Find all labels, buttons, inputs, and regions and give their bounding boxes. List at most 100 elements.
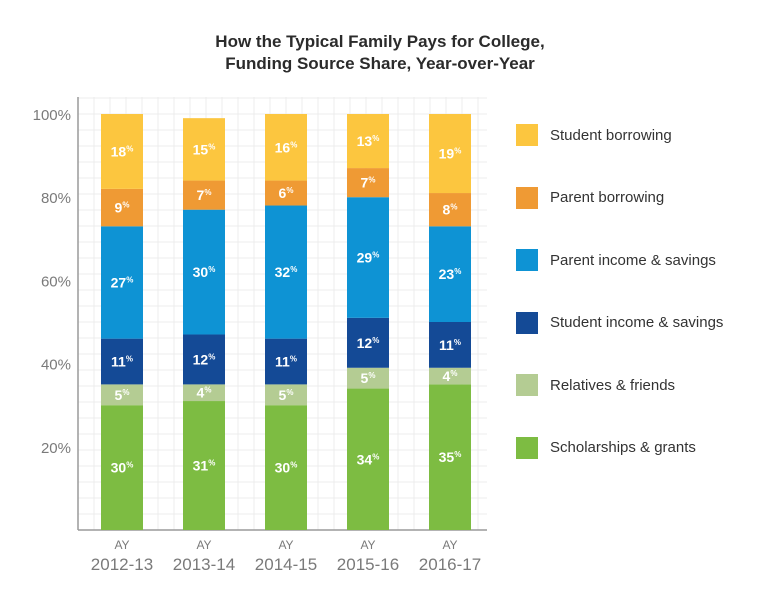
bar-segment bbox=[265, 405, 307, 530]
bar-segment bbox=[101, 338, 143, 385]
data-label: 19% bbox=[439, 146, 462, 162]
data-label: 31% bbox=[193, 458, 216, 474]
chart-subtitle: Funding Source Share, Year-over-Year bbox=[225, 54, 535, 73]
y-tick-label: 20% bbox=[41, 440, 71, 457]
legend-item: Parent income & savings bbox=[516, 248, 756, 272]
bar-segment bbox=[183, 118, 225, 181]
bar-segment bbox=[101, 114, 143, 189]
bar-segment bbox=[265, 338, 307, 385]
legend-swatch bbox=[516, 311, 538, 334]
bar-segment bbox=[183, 209, 225, 335]
data-label: 30% bbox=[111, 460, 134, 476]
bar-segment bbox=[265, 180, 307, 206]
bar-segment bbox=[265, 384, 307, 406]
data-label: 7% bbox=[197, 187, 212, 203]
bar-segment bbox=[429, 367, 471, 385]
data-label: 32% bbox=[275, 264, 298, 280]
legend-item: Parent borrowing bbox=[516, 186, 756, 210]
legend-label: Scholarships & grants bbox=[550, 439, 696, 456]
x-tick-prefix: AY bbox=[114, 538, 129, 552]
bar-segment bbox=[429, 226, 471, 322]
y-tick-label: 80% bbox=[41, 190, 71, 207]
legend-label: Parent borrowing bbox=[550, 189, 665, 206]
data-label: 11% bbox=[111, 354, 133, 370]
tick-labels: 100% 80% 60% 40% 20% AY 2012-13 AY 2013-14 AY 2014… bbox=[33, 107, 482, 574]
y-tick-label: 100% bbox=[33, 107, 71, 124]
data-label: 5% bbox=[361, 370, 376, 386]
bar-segment bbox=[101, 188, 143, 227]
legend-swatch bbox=[516, 436, 538, 459]
legend-swatch bbox=[516, 374, 538, 396]
x-tick-label: 2016-17 bbox=[419, 555, 481, 574]
data-label: 29% bbox=[357, 250, 380, 266]
legend-swatch bbox=[516, 124, 538, 146]
legend-label: Relatives & friends bbox=[550, 376, 676, 394]
data-labels: 30% 5% 11% 27% 9% 18% 31% 4% 12% 30% 7% 15% 30% 5% 11%… bbox=[111, 133, 462, 476]
data-label: 23% bbox=[439, 266, 462, 282]
data-label: 12% bbox=[193, 351, 216, 367]
data-label: 12% bbox=[357, 335, 380, 351]
x-tick-prefix: AY bbox=[196, 538, 211, 552]
legend-label: Student income & savings bbox=[550, 314, 724, 331]
data-label: 8% bbox=[443, 202, 458, 218]
legend-item: Student income & savings bbox=[516, 311, 756, 335]
bar-segment bbox=[429, 322, 471, 368]
bar-segment bbox=[101, 405, 143, 530]
bar-segment bbox=[347, 388, 389, 530]
bar-segment bbox=[347, 367, 389, 389]
data-label: 27% bbox=[111, 274, 134, 290]
bar-segment bbox=[183, 334, 225, 385]
bar-segment bbox=[347, 317, 389, 368]
bar-segment bbox=[265, 114, 307, 181]
legend-swatch bbox=[516, 249, 538, 271]
x-tick-prefix: AY bbox=[278, 538, 293, 552]
legend-swatch bbox=[516, 186, 538, 209]
y-tick-label: 40% bbox=[41, 357, 71, 374]
data-label: 11% bbox=[275, 354, 297, 370]
bar-segment bbox=[183, 180, 225, 210]
data-label: 11% bbox=[439, 337, 461, 353]
data-label: 7% bbox=[361, 175, 376, 191]
data-label: 18% bbox=[111, 143, 134, 159]
bar-segment bbox=[101, 226, 143, 339]
x-tick-label: 2012-13 bbox=[91, 555, 153, 574]
x-tick-label: 2015-16 bbox=[337, 555, 399, 574]
data-label: 15% bbox=[193, 141, 216, 157]
legend-item: Scholarships & grants bbox=[516, 436, 756, 460]
data-label: 16% bbox=[275, 139, 298, 155]
data-label: 5% bbox=[279, 387, 294, 403]
legend-item: Relatives & friends bbox=[516, 373, 756, 397]
data-label: 13% bbox=[357, 133, 380, 149]
chart-title: How the Typical Family Pays for College, bbox=[215, 32, 545, 51]
bar-segment bbox=[429, 384, 471, 530]
bar-segment bbox=[183, 401, 225, 530]
legend-item: Student borrowing bbox=[516, 123, 756, 147]
bar-segment bbox=[347, 114, 389, 169]
data-label: 30% bbox=[275, 460, 298, 476]
y-tick-label: 60% bbox=[41, 273, 71, 290]
x-tick-prefix: AY bbox=[360, 538, 375, 552]
bar-segment bbox=[429, 193, 471, 227]
data-label: 6% bbox=[279, 185, 294, 201]
bar-segment bbox=[429, 114, 471, 194]
bar-segment bbox=[101, 384, 143, 406]
bar-segment bbox=[265, 205, 307, 339]
data-label: 4% bbox=[443, 368, 458, 384]
legend-label: Student borrowing bbox=[550, 126, 672, 144]
data-label: 5% bbox=[115, 387, 130, 403]
bar-segment bbox=[347, 168, 389, 198]
legend-label: Parent income & savings bbox=[550, 251, 716, 269]
bar-segment bbox=[347, 197, 389, 318]
data-label: 34% bbox=[357, 451, 380, 467]
data-label: 30% bbox=[193, 264, 216, 280]
data-label: 4% bbox=[197, 385, 212, 401]
bar-segment bbox=[183, 384, 225, 402]
data-label: 35% bbox=[439, 449, 462, 465]
x-tick-label: 2014-15 bbox=[255, 555, 317, 574]
x-tick-prefix: AY bbox=[442, 538, 457, 552]
bars bbox=[101, 114, 471, 530]
data-label: 9% bbox=[115, 200, 130, 216]
x-tick-label: 2013-14 bbox=[173, 555, 235, 574]
